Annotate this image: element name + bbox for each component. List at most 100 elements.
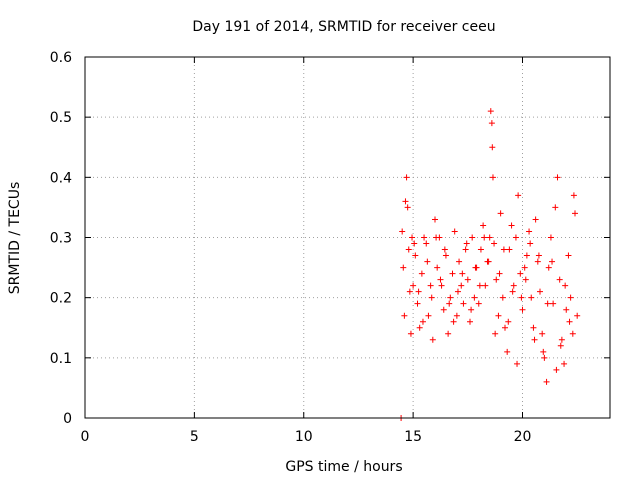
data-point xyxy=(451,228,458,235)
data-point xyxy=(415,288,422,295)
data-point xyxy=(519,306,526,313)
data-point xyxy=(418,270,425,277)
data-point xyxy=(432,216,438,223)
data-point xyxy=(488,120,495,127)
data-point xyxy=(409,234,416,241)
data-point xyxy=(543,378,550,385)
data-point xyxy=(562,282,569,289)
data-point xyxy=(521,264,528,271)
y-tick-label: 0.2 xyxy=(50,291,72,307)
data-point xyxy=(446,300,453,307)
axis-ticks: 0 0.1 0.2 0.3 0.4 0.5 0.6 0 5 10 15 20 xyxy=(50,50,610,445)
data-point xyxy=(405,246,412,253)
data-point xyxy=(492,330,499,337)
data-point xyxy=(404,204,411,211)
data-point xyxy=(440,306,447,313)
y-tick-label: 0 xyxy=(63,411,72,427)
data-point xyxy=(463,240,470,247)
data-point xyxy=(526,228,533,235)
data-point xyxy=(401,312,408,319)
data-point xyxy=(482,282,489,289)
data-point xyxy=(472,264,479,271)
data-point xyxy=(425,312,432,319)
data-point xyxy=(475,300,482,307)
data-point xyxy=(467,318,473,325)
data-point xyxy=(459,270,466,277)
data-point xyxy=(403,174,410,181)
data-point xyxy=(481,234,488,241)
data-point xyxy=(438,282,445,289)
data-point xyxy=(486,234,493,241)
data-point xyxy=(407,330,414,337)
data-point xyxy=(496,270,503,277)
data-point xyxy=(399,228,406,235)
x-axis-label: GPS time / hours xyxy=(285,459,402,475)
data-point xyxy=(504,348,511,355)
data-point xyxy=(480,222,487,229)
data-point xyxy=(419,318,426,325)
data-point xyxy=(557,342,564,349)
plot-frame xyxy=(84,56,611,419)
data-point xyxy=(477,246,484,253)
data-point xyxy=(565,252,572,259)
data-point xyxy=(534,258,541,265)
data-point xyxy=(512,234,519,241)
data-point xyxy=(429,336,436,343)
y-tick-label: 0.3 xyxy=(50,231,72,247)
data-point xyxy=(508,222,515,229)
data-point xyxy=(493,276,500,283)
data-point xyxy=(423,240,430,247)
data-point xyxy=(531,336,538,343)
data-point xyxy=(414,300,421,307)
data-point xyxy=(476,282,483,289)
data-point xyxy=(527,240,534,247)
data-point xyxy=(561,360,568,367)
data-point xyxy=(442,252,449,259)
data-point xyxy=(428,294,435,301)
data-point xyxy=(485,258,492,265)
data-point xyxy=(505,318,512,325)
data-point xyxy=(424,258,431,265)
y-tick-label: 0.5 xyxy=(50,110,72,126)
data-point xyxy=(554,174,561,181)
data-point xyxy=(537,288,543,295)
y-tick-label: 0.6 xyxy=(50,50,72,66)
data-point xyxy=(468,306,475,313)
x-tick-label: 20 xyxy=(514,429,532,445)
y-tick-label: 0.1 xyxy=(50,351,72,367)
data-point xyxy=(563,306,570,313)
data-point xyxy=(567,294,574,301)
data-point xyxy=(517,270,524,277)
data-point xyxy=(487,108,494,115)
grid xyxy=(85,57,610,418)
data-point xyxy=(464,276,471,283)
data-point xyxy=(547,234,554,241)
data-point xyxy=(532,216,539,223)
data-point xyxy=(550,300,557,307)
data-point xyxy=(402,198,409,205)
data-point xyxy=(433,234,440,241)
data-point xyxy=(437,276,444,283)
data-points xyxy=(398,108,581,421)
data-point xyxy=(518,294,525,301)
y-tick-label: 0.4 xyxy=(50,170,72,186)
data-point xyxy=(530,324,537,331)
data-point xyxy=(558,336,565,343)
y-axis-label: SRMTID / TECUs xyxy=(7,182,23,295)
data-point xyxy=(497,210,504,217)
data-point xyxy=(509,288,516,295)
data-point xyxy=(421,234,428,241)
data-point xyxy=(462,246,469,253)
data-point xyxy=(460,300,467,307)
data-point xyxy=(535,252,542,259)
data-point xyxy=(549,258,556,265)
data-point xyxy=(449,270,456,277)
x-tick-label: 15 xyxy=(404,429,422,445)
data-point xyxy=(566,318,573,325)
data-point xyxy=(471,294,478,301)
data-point xyxy=(506,246,513,253)
data-point xyxy=(410,282,417,289)
data-point xyxy=(541,354,548,361)
data-point xyxy=(556,276,563,283)
data-point xyxy=(495,312,502,319)
